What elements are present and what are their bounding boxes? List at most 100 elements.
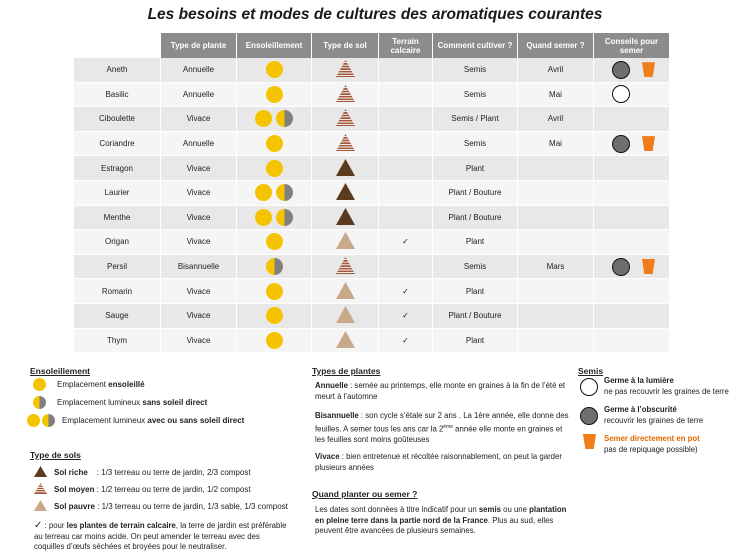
plant-type: Vivace (161, 180, 237, 206)
legend-soil-riche: Sol riche : 1/3 terreau ou terre de jard… (34, 466, 251, 479)
half-sun-icon (276, 208, 293, 226)
legend-soil-moyen-text: Sol moyen : 1/2 terreau ou terre de jard… (54, 485, 251, 494)
how-cell: Plant (433, 156, 518, 181)
sun-icon (265, 61, 283, 79)
soil-icon (335, 281, 355, 301)
sun-cell (237, 82, 312, 108)
half-sun-icon (276, 184, 293, 202)
calcaire-cell (379, 107, 433, 132)
legend-sun-both: Emplacement lumineux avec ou sans soleil… (26, 414, 244, 427)
soil-icon (335, 306, 355, 325)
plant-name: Romarin (74, 279, 161, 304)
sun-cell (237, 279, 312, 304)
header-when: Quand semer ? (518, 33, 594, 58)
plant-type: Vivace (161, 279, 237, 304)
how-cell: Plant (433, 230, 518, 255)
sun-icon (265, 307, 283, 325)
pot-icon (642, 62, 655, 78)
tips-cell (594, 279, 670, 304)
legend-annuelle: Annuelle : semée au printemps, elle mont… (315, 381, 566, 401)
sun-cell (237, 205, 312, 231)
tips-cell (594, 107, 670, 132)
when-cell (518, 156, 594, 181)
plant-type: Annuelle (161, 131, 237, 157)
tips-cell (594, 131, 670, 157)
when-cell (518, 303, 594, 329)
calcaire-cell (379, 131, 433, 157)
legend-dark-text: recouvrir les graines de terre (604, 415, 704, 425)
tips-cell (594, 303, 670, 329)
when-cell (518, 180, 594, 206)
sun-cell (237, 58, 312, 83)
sun-icon (265, 331, 283, 349)
tips-cell (594, 58, 670, 83)
how-cell: Semis (433, 254, 518, 280)
white-circle-icon (612, 85, 630, 104)
when-cell (518, 230, 594, 255)
legend-when-text: Les dates sont données à titre indicatif… (315, 505, 567, 535)
legend-sun-title: Ensoleillement (30, 366, 90, 376)
plant-type: Vivace (161, 156, 237, 181)
plant-name: Laurier (74, 180, 161, 206)
sun-icon (265, 282, 283, 300)
how-cell: Plant / Bouture (433, 303, 518, 329)
plant-type: Vivace (161, 205, 237, 231)
soil-icon (335, 183, 355, 202)
sun-cell (237, 254, 312, 280)
how-cell: Semis (433, 58, 518, 83)
legend-soil-riche-text: Sol riche : 1/3 terreau ou terre de jard… (54, 468, 251, 477)
soil-cell (312, 230, 379, 255)
sun-cell (237, 230, 312, 255)
table-row: Menthe Vivace Plant / Bouture (74, 205, 670, 231)
pot-icon (642, 259, 655, 275)
sun-cell (237, 156, 312, 181)
table-row: Origan Vivace ✓ Plant (74, 230, 670, 255)
pot-icon (642, 136, 655, 152)
legend-light-text: ne pas recouvrir les graines de terre (604, 386, 729, 396)
soil-cell (312, 279, 379, 304)
tips-cell (594, 328, 670, 354)
header-calc: Terrain calcaire (379, 33, 433, 58)
soil-icon (335, 330, 355, 350)
header-type: Type de plante (161, 33, 237, 58)
when-cell: Avril (518, 107, 594, 132)
sun-cell (237, 107, 312, 132)
sun-icon (255, 184, 272, 202)
when-cell: Mai (518, 131, 594, 157)
plant-name: Aneth (74, 58, 161, 83)
plant-name: Persil (74, 254, 161, 280)
when-cell (518, 279, 594, 304)
calcaire-cell: ✓ (379, 328, 433, 354)
calcaire-cell (379, 180, 433, 206)
legend-sun-full: Emplacement ensoleillé (31, 378, 145, 391)
how-cell: Plant / Bouture (433, 205, 518, 231)
calcaire-cell (379, 254, 433, 280)
tips-cell (594, 205, 670, 231)
plant-name: Ciboulette (74, 107, 161, 132)
soil-cell (312, 254, 379, 280)
plant-name: Coriandre (74, 131, 161, 157)
soil-cell (312, 156, 379, 181)
tips-cell (594, 82, 670, 108)
legend-light-title: Germe à la lumière (604, 376, 674, 385)
how-cell: Plant / Bouture (433, 180, 518, 206)
dark-circle-icon (612, 257, 630, 276)
tips-cell (594, 230, 670, 255)
sun-icon (265, 135, 283, 153)
table-header-row: Type de plante Ensoleillement Type de so… (74, 33, 670, 58)
soil-icon (335, 134, 355, 153)
sun-icon (265, 85, 283, 103)
how-cell: Plant (433, 328, 518, 354)
half-sun-icon (33, 396, 46, 409)
legend-pot-text: pas de repiquage possible) (604, 444, 698, 454)
soil-cell (312, 328, 379, 354)
table-row: Coriandre Annuelle Semis Mai (74, 131, 670, 157)
soil-cell (312, 180, 379, 206)
table-row: Estragon Vivace Plant (74, 156, 670, 181)
legend-calcaire-text: ✓ : pour les plantes de terrain calcaire… (34, 520, 287, 551)
soil-cell (312, 107, 379, 132)
plant-name: Estragon (74, 156, 161, 181)
how-cell: Plant (433, 279, 518, 304)
plant-type: Vivace (161, 230, 237, 255)
legend-soil-pauvre-text: Sol pauvre : 1/3 terreau ou terre de jar… (54, 502, 288, 511)
